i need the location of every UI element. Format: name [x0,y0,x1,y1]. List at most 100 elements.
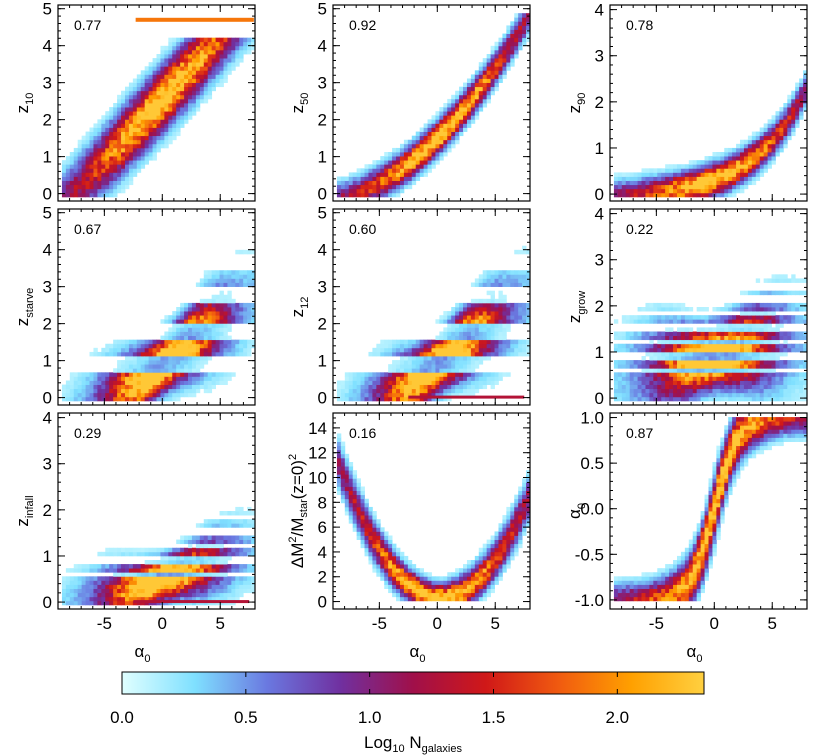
correlation-label: 0.87 [626,425,653,441]
y-tick-label: 2 [43,315,52,334]
heatmap-cap-band [135,17,254,22]
y-tick-label: 2 [318,315,327,334]
panel-frame [332,412,531,610]
axis-ticks: 0 1 2 3 4 5 [318,0,531,204]
y-tick-label: -1.0 [575,591,604,610]
colorbar-tick-label: 0.0 [110,708,134,727]
y-tick-label: 2 [595,93,604,112]
panel-2: 0 1 2 3 4 5 0.92 z50 [288,0,531,204]
y-tick-label: 4 [43,409,52,428]
y-axis-label: zgrow [565,291,588,323]
y-tick-label: 2 [595,297,604,316]
axis-ticks: -5 0 5 -1.0 -0.5 0.0 0.5 1.0 [575,409,808,633]
correlation-label: 0.22 [626,221,653,237]
y-tick-label: 2 [43,501,52,520]
x-tick-label: 5 [768,614,777,633]
y-tick-label: 4 [43,241,52,260]
y-tick-label: 0 [43,593,52,612]
y-tick-label: 2 [43,111,52,130]
panel-frame [609,208,808,406]
colorbar-label: Log10 Ngalaxies [364,733,462,755]
y-tick-label: 5 [318,204,327,223]
y-tick-label: 0 [595,389,604,408]
y-tick-label: 4 [595,205,604,224]
panel-3: 0 1 2 3 4 0.78 z90 [565,1,808,204]
y-axis-label: z50 [288,93,311,114]
axis-ticks: 0 1 2 3 4 5 [43,204,256,408]
y-tick-label: 0 [318,185,327,204]
y-tick-label: 3 [595,47,604,66]
x-tick-label: 0 [433,614,442,633]
heatmap-cells [336,433,531,602]
correlation-label: 0.78 [626,17,653,33]
colorbar: 0.0 0.5 1.0 1.5 2.0 Log10 Ngalaxies [110,671,705,755]
heatmap-cells [336,13,531,198]
y-tick-label: 2 [318,568,327,587]
y-tick-label: -0.5 [575,545,604,564]
y-tick-label: 4 [318,37,327,56]
heatmap-cells [613,417,808,602]
panel-7: -5 0 5 0 1 2 3 4 0.29 zinfall α0 [13,409,256,665]
panel-8: -5 0 5 0 2 4 6 8 10 12 14 0.16 ΔM2/Mstar(z=0)2 α0 [287,412,531,665]
y-axis-label: z90 [565,93,588,114]
colorbar-tick-label: 0.5 [234,708,258,727]
x-tick-label: -5 [372,614,387,633]
y-tick-label: 1 [595,139,604,158]
x-axis-label: α0 [410,642,426,665]
y-tick-label: 3 [318,278,327,297]
y-tick-label: 1 [318,352,327,371]
heatmap-baseline-band [133,600,250,604]
axis-ticks: 0 1 2 3 4 5 [318,204,531,408]
panel-6: 0 1 2 3 4 0.22 zgrow [565,205,808,408]
y-tick-label: 0 [318,593,327,612]
heatmap-cells [613,274,808,402]
y-tick-label: 4 [318,241,327,260]
correlation-label: 0.29 [74,425,101,441]
panel-frame [57,412,256,610]
y-tick-label: 0 [595,185,604,204]
y-tick-label: 8 [318,493,327,512]
colorbar-tick-label: 1.0 [358,708,382,727]
heatmap-cells [61,37,256,198]
y-tick-label: 3 [43,278,52,297]
y-axis-label: z10 [13,93,36,114]
y-tick-label: 5 [318,0,327,19]
y-axis-label: z12 [288,297,311,318]
y-tick-label: 1 [43,352,52,371]
y-tick-label: 3 [318,74,327,93]
y-axis-label: zstarve [13,288,36,326]
correlation-label: 0.77 [74,17,101,33]
colorbar-tick-label: 2.0 [605,708,629,727]
colorbar-tick-label: 1.5 [482,708,506,727]
y-tick-label: 1 [43,547,52,566]
panel-1: 0 1 2 3 4 5 0.77 z10 [13,0,256,204]
axis-ticks: 0 1 2 3 4 5 [43,0,256,204]
y-tick-label: 0 [43,185,52,204]
heatmap-baseline-band [408,395,525,399]
axis-ticks: -5 0 5 0 1 2 3 4 [43,409,256,633]
y-tick-label: 3 [595,251,604,270]
y-tick-label: 1 [318,148,327,167]
y-axis-label: ΔM2/Mstar(z=0)2 [287,454,310,568]
panel-frame [332,208,531,406]
y-tick-label: 1 [43,148,52,167]
heatmap-cells [613,70,808,198]
panel-5: 0 1 2 3 4 5 0.60 z12 [288,204,531,408]
y-tick-label: 5 [43,204,52,223]
y-tick-label: 12 [308,444,327,463]
correlation-label: 0.92 [349,17,376,33]
heatmap-cells [61,249,256,402]
panel-4: 0 1 2 3 4 5 0.67 zstarve [13,204,256,408]
correlation-label: 0.67 [74,221,101,237]
colorbar-ticks: 0.0 0.5 1.0 1.5 2.0 [110,672,629,727]
y-tick-label: 1 [595,343,604,362]
x-tick-label: 0 [158,614,167,633]
panel-frame [57,4,256,202]
y-tick-label: 4 [43,37,52,56]
axis-ticks: 0 1 2 3 4 [595,205,808,408]
panel-grid: 0123450.77z100123450.92z50012340.78z9001… [13,0,808,665]
x-tick-label: 5 [491,614,500,633]
axis-ticks: 0 1 2 3 4 [595,1,808,204]
y-tick-label: 0 [43,389,52,408]
y-tick-label: 5 [43,0,52,19]
